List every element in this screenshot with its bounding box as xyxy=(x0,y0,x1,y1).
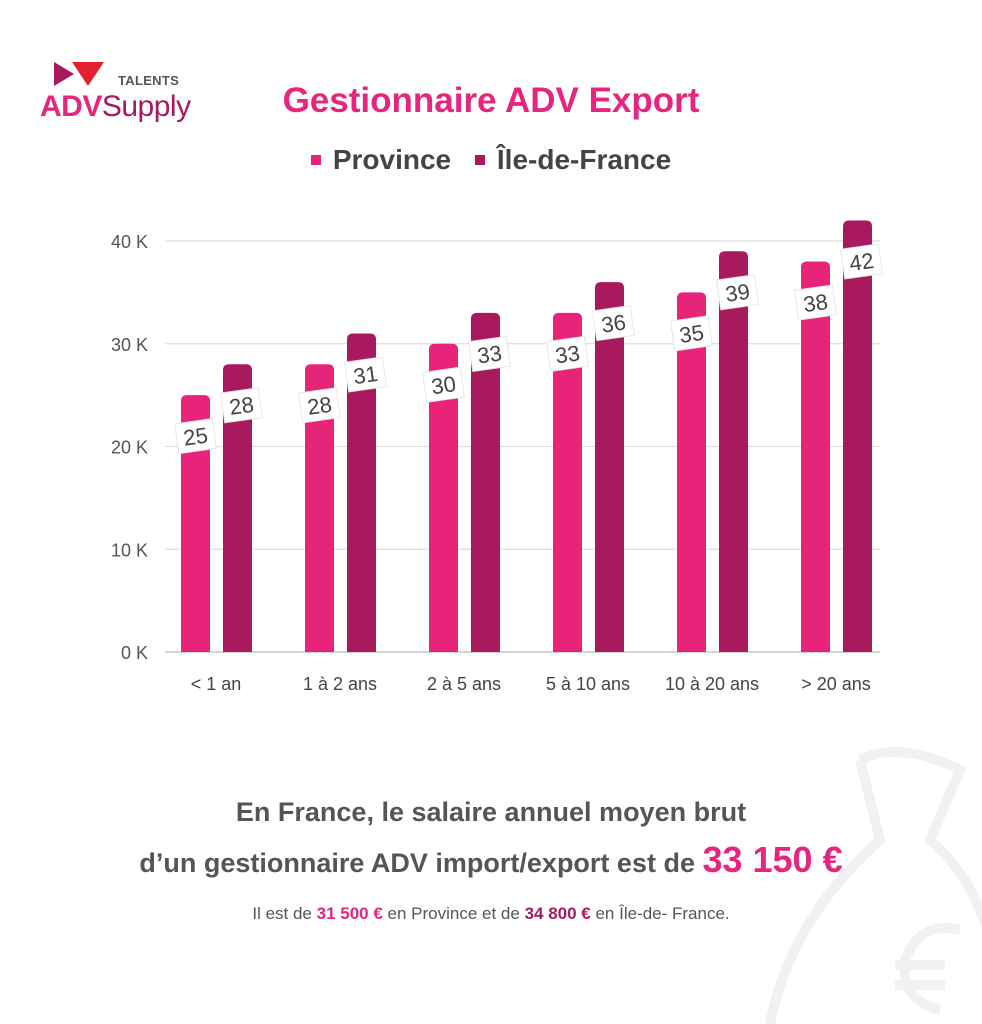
data-label-bg xyxy=(298,387,341,424)
data-label-bg xyxy=(840,243,883,280)
chart-title: Gestionnaire ADV Export xyxy=(282,81,700,120)
data-label-text: 39 xyxy=(724,279,752,307)
data-label-bg xyxy=(546,335,589,372)
data-label-text: 30 xyxy=(430,371,458,399)
x-tick-label: < 1 an xyxy=(191,674,242,694)
bar-province xyxy=(553,312,582,652)
average-salary: 33 150 € xyxy=(702,839,843,880)
x-tick-label: > 20 ans xyxy=(801,674,871,694)
y-tick-label: 0 K xyxy=(121,643,148,663)
bar-province xyxy=(429,343,458,652)
data-label: 25 xyxy=(174,418,217,455)
data-label-text: 25 xyxy=(182,423,210,451)
data-label: 38 xyxy=(794,284,837,321)
detail-text: en Province et de xyxy=(382,904,525,923)
data-label-bg xyxy=(344,356,387,393)
data-label-bg xyxy=(670,315,713,352)
data-label-text: 42 xyxy=(848,248,876,276)
data-label: 36 xyxy=(592,305,635,342)
data-label: 35 xyxy=(670,315,713,352)
detail-text: Il est de xyxy=(252,904,317,923)
idf-salary: 34 800 € xyxy=(524,904,591,923)
data-label-text: 33 xyxy=(554,340,582,368)
summary-line-2: d’un gestionnaire ADV import/export est … xyxy=(0,836,982,887)
logo-adv: ADV xyxy=(40,90,102,123)
legend-swatch xyxy=(474,155,485,165)
data-label: 28 xyxy=(220,387,263,424)
data-label: 33 xyxy=(468,335,511,372)
data-label-bg xyxy=(174,418,217,455)
legend-item-province: Province xyxy=(310,144,452,176)
legend: Province Île-de-France xyxy=(0,140,982,176)
summary-detail: Il est de 31 500 € en Province et de 34 … xyxy=(0,904,982,924)
logo: TALENTS ADVSupply xyxy=(40,60,210,124)
bar-province xyxy=(801,261,830,652)
data-label-text: 33 xyxy=(476,340,504,368)
bar-idf xyxy=(223,364,252,652)
bar-idf xyxy=(595,282,624,652)
y-tick-label: 40 K xyxy=(111,232,148,252)
detail-text: en Île-de- France. xyxy=(590,904,730,923)
bar-province xyxy=(677,292,706,652)
y-tick-label: 30 K xyxy=(111,335,148,355)
data-label: 30 xyxy=(422,366,465,403)
bar-chart: 0 K 10 K 20 K 30 K 40 K < 1 an 25 28 1 à 2 ans 28… xyxy=(111,220,883,694)
logo-mark-icon xyxy=(54,62,104,86)
legend-label: Province xyxy=(332,144,452,175)
data-label-text: 35 xyxy=(678,320,706,348)
data-label-text: 38 xyxy=(802,289,830,317)
data-label-text: 31 xyxy=(352,361,380,389)
bar-idf xyxy=(843,220,872,652)
y-tick-label: 10 K xyxy=(111,540,148,560)
data-label-bg xyxy=(716,274,759,311)
summary-heading: En France, le salaire annuel moyen brut … xyxy=(0,788,982,887)
logo-talents: TALENTS xyxy=(118,73,180,88)
logo-supply: Supply xyxy=(101,90,191,123)
legend-swatch xyxy=(310,155,321,165)
data-label: 39 xyxy=(716,274,759,311)
bar-idf xyxy=(719,251,748,652)
data-label: 33 xyxy=(546,335,589,372)
province-salary: 31 500 € xyxy=(316,904,383,923)
logo-wordmark: ADVSupply xyxy=(40,91,191,122)
data-label: 31 xyxy=(344,356,387,393)
data-label-text: 28 xyxy=(228,392,256,420)
x-tick-label: 2 à 5 ans xyxy=(427,674,501,694)
legend-item-idf: Île-de-France xyxy=(474,144,672,176)
bar-idf xyxy=(471,312,500,652)
data-label: 42 xyxy=(840,243,883,280)
x-tick-label: 1 à 2 ans xyxy=(303,674,377,694)
summary-line-2-text: d’un gestionnaire ADV import/export est … xyxy=(139,848,703,878)
y-tick-label: 20 K xyxy=(111,438,148,458)
bar-province xyxy=(305,364,334,652)
data-label-bg xyxy=(220,387,263,424)
data-label-bg xyxy=(794,284,837,321)
data-label-bg xyxy=(592,305,635,342)
x-tick-label: 5 à 10 ans xyxy=(546,674,630,694)
bar-province xyxy=(181,395,210,652)
data-label: 28 xyxy=(298,387,341,424)
x-tick-label: 10 à 20 ans xyxy=(665,674,759,694)
data-label-bg xyxy=(468,335,511,372)
data-label-bg xyxy=(422,366,465,403)
legend-label: Île-de-France xyxy=(496,144,672,175)
bar-idf xyxy=(347,333,376,652)
summary-line-1: En France, le salaire annuel moyen brut xyxy=(235,797,747,827)
data-label-text: 36 xyxy=(600,310,628,338)
data-label-text: 28 xyxy=(306,392,334,420)
